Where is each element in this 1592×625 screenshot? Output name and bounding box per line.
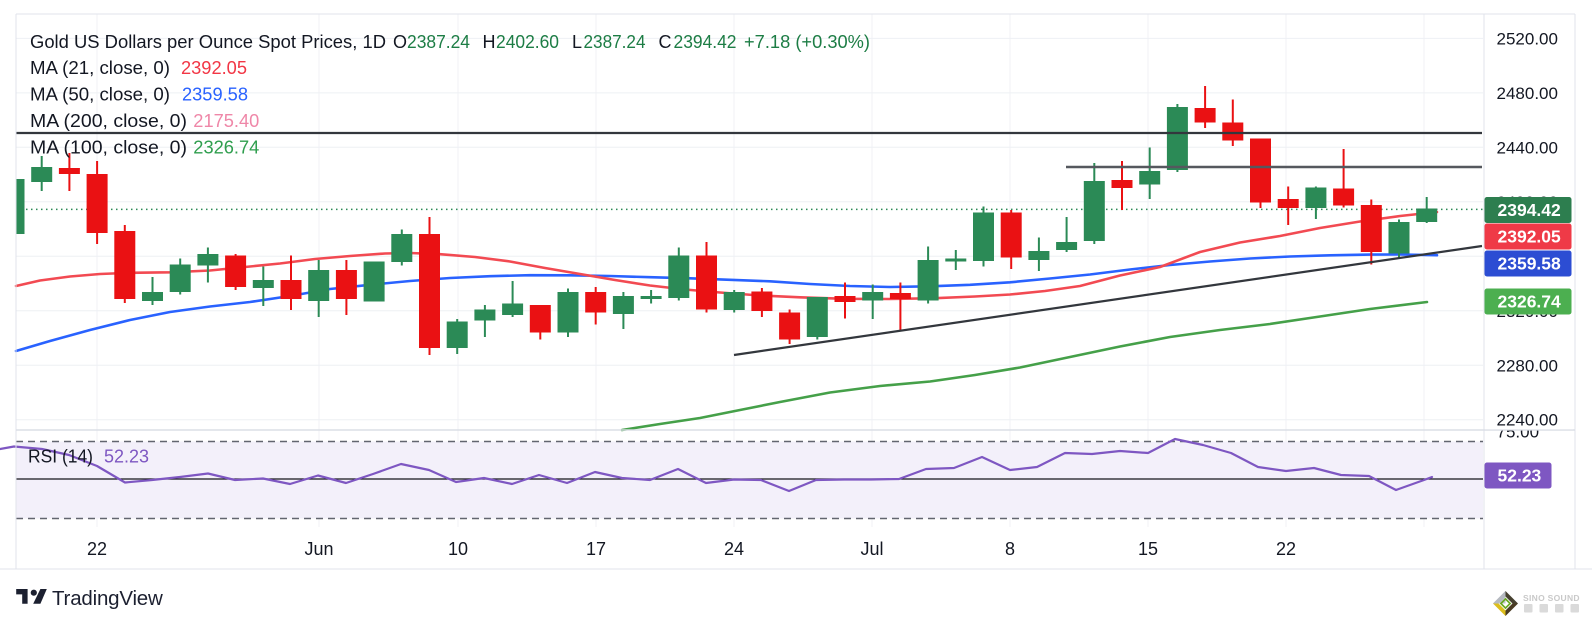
svg-text:2326.74: 2326.74 [193, 138, 259, 158]
svg-text:Jun: Jun [304, 539, 333, 559]
svg-text:MA (50, close, 0): MA (50, close, 0) [30, 85, 170, 105]
svg-text:+7.18 (+0.30%): +7.18 (+0.30%) [744, 32, 870, 52]
svg-text:MA (200, close, 0): MA (200, close, 0) [30, 111, 187, 131]
svg-text:Gold US Dollars per Ounce Spot: Gold US Dollars per Ounce Spot Prices, 1… [30, 32, 386, 52]
svg-text:2520.00: 2520.00 [1497, 29, 1558, 48]
svg-text:MA (100, close, 0): MA (100, close, 0) [30, 138, 187, 158]
svg-text:2359.58: 2359.58 [1498, 254, 1562, 274]
svg-text:C: C [659, 32, 672, 52]
svg-text:2175.40: 2175.40 [193, 111, 259, 131]
svg-text:2392.05: 2392.05 [1498, 227, 1562, 247]
svg-text:2387.24: 2387.24 [407, 32, 470, 52]
svg-text:2359.58: 2359.58 [182, 85, 248, 105]
svg-text:2440.00: 2440.00 [1497, 138, 1558, 157]
svg-text:10: 10 [448, 539, 468, 559]
svg-text:8: 8 [1005, 539, 1015, 559]
svg-text:15: 15 [1138, 539, 1158, 559]
svg-text:TradingView: TradingView [52, 587, 163, 610]
svg-text:SINO SOUND: SINO SOUND [1523, 593, 1580, 603]
svg-text:2280.00: 2280.00 [1497, 356, 1558, 375]
svg-text:22: 22 [87, 539, 107, 559]
svg-text:H: H [483, 32, 496, 52]
svg-text:2394.42: 2394.42 [1498, 200, 1562, 220]
svg-text:22: 22 [1276, 539, 1296, 559]
svg-text:52.23: 52.23 [104, 447, 149, 467]
svg-text:17: 17 [586, 539, 606, 559]
svg-text:2392.05: 2392.05 [181, 58, 247, 78]
svg-text:RSI (14): RSI (14) [28, 447, 93, 467]
svg-text:2480.00: 2480.00 [1497, 84, 1558, 103]
svg-text:24: 24 [724, 539, 744, 559]
svg-text:Jul: Jul [860, 539, 883, 559]
svg-text:2326.74: 2326.74 [1498, 292, 1562, 312]
svg-text:2387.24: 2387.24 [584, 32, 646, 52]
svg-text:52.23: 52.23 [1498, 466, 1542, 486]
svg-text:MA (21, close, 0): MA (21, close, 0) [30, 58, 170, 78]
svg-text:L: L [572, 32, 582, 52]
svg-text:2402.60: 2402.60 [496, 32, 559, 52]
svg-text:O: O [393, 32, 407, 52]
svg-text:2394.42: 2394.42 [674, 32, 737, 52]
svg-text:2240.00: 2240.00 [1497, 411, 1558, 430]
